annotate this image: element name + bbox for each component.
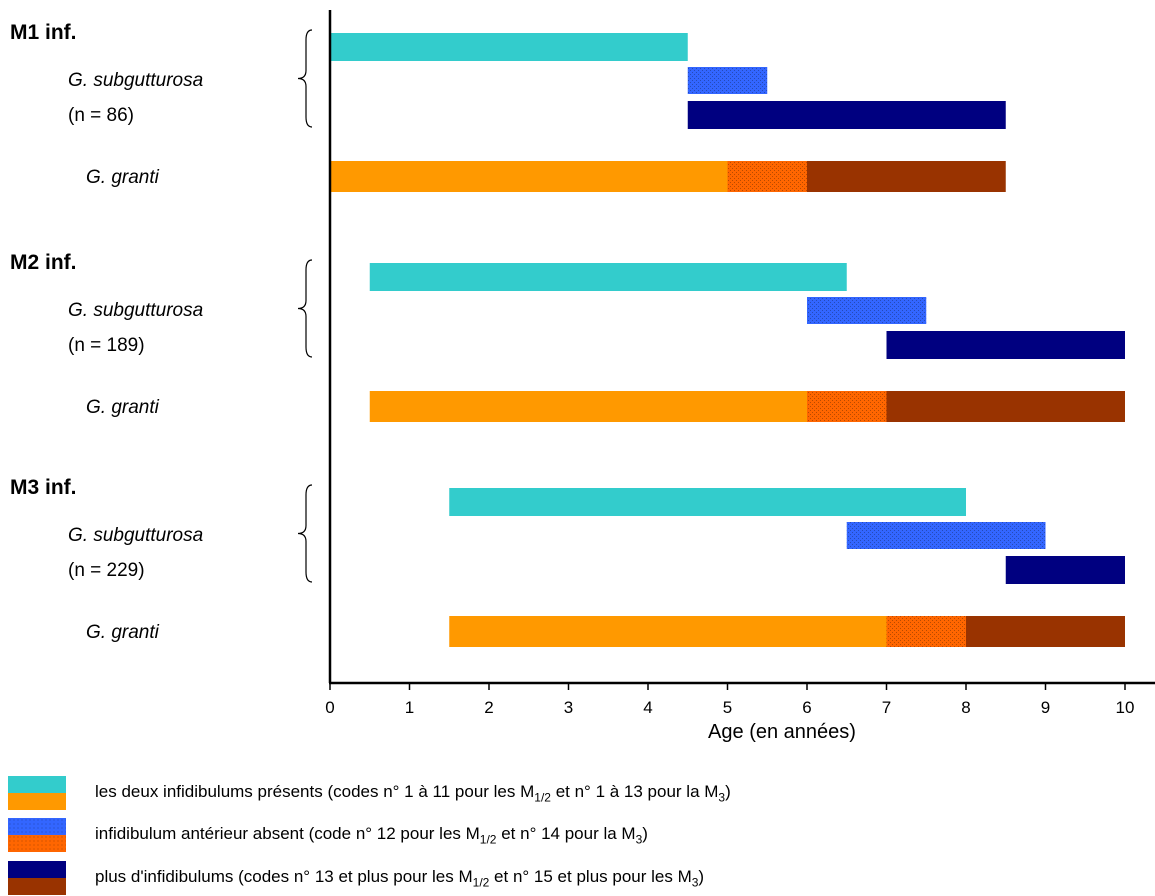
bar-g3-subgutturosa-stage3 (1005, 556, 1125, 584)
bar-g2-subgutturosa-stage3 (886, 331, 1125, 359)
count-label-1: (n = 86) (68, 105, 134, 126)
count-label-2: (n = 189) (68, 335, 145, 356)
bar-g2-granti-stage2-texture (807, 391, 887, 422)
legend-label-1: les deux infidibulums présents (codes n°… (95, 782, 731, 805)
age-range-chart: M1 inf. G. subgutturosa (n = 86) G. granti M… (10, 10, 1155, 743)
species-label-subgutturosa-3: G. subgutturosa (68, 525, 203, 546)
bar-g2-granti-stage3 (886, 391, 1125, 422)
x-tick-label-1: 1 (405, 698, 414, 717)
bar-g3-granti-stage2-texture (886, 616, 966, 647)
species-label-subgutturosa-2: G. subgutturosa (68, 300, 203, 321)
x-axis-title: Age (en années) (708, 721, 856, 743)
x-tick-label-6: 6 (802, 698, 811, 717)
x-tick-label-8: 8 (961, 698, 970, 717)
species-label-subgutturosa-1: G. subgutturosa (68, 70, 203, 91)
labels-layer: M1 inf. G. subgutturosa (n = 86) G. granti M… (10, 21, 313, 643)
legend-swatch-1 (8, 776, 66, 810)
bar-g3-granti-stage1 (449, 616, 887, 647)
bar-g2-subgutturosa-stage1 (369, 263, 847, 291)
x-tick-label-2: 2 (484, 698, 493, 717)
bar-g1-granti-stage3 (807, 161, 1006, 192)
legend-item-1: les deux infidibulums présents (codes n°… (0, 776, 1155, 810)
x-axis: 0 1 2 3 4 5 6 7 8 9 10 Age (en années) (325, 10, 1155, 743)
bar-g1-granti-stage1 (330, 161, 728, 192)
bar-g3-subgutturosa-stage2-texture (846, 522, 1046, 549)
brace-1 (297, 29, 313, 128)
bar-g2-subgutturosa-stage2-texture (807, 297, 927, 324)
legend-label-3: plus d'infidibulums (codes n° 13 et plus… (95, 867, 705, 890)
x-tick-label-3: 3 (564, 698, 573, 717)
group-title-2: M2 inf. (10, 251, 77, 274)
legend-swatch-3 (8, 861, 66, 895)
bar-g1-granti-stage2-texture (727, 161, 807, 192)
bar-g2-granti-stage1 (369, 391, 807, 422)
x-tick-label-4: 4 (643, 698, 652, 717)
bar-g1-subgutturosa-stage3 (687, 101, 1006, 129)
species-label-granti-3: G. granti (86, 622, 160, 643)
bar-g1-subgutturosa-stage2-texture (687, 67, 768, 94)
x-tick-label-9: 9 (1041, 698, 1050, 717)
legend-item-2: infidibulum antérieur absent (code n° 12… (0, 818, 1155, 852)
x-tick-label-0: 0 (325, 698, 334, 717)
bar-g1-subgutturosa-stage1 (330, 33, 688, 61)
legend-item-3: plus d'infidibulums (codes n° 13 et plus… (0, 861, 1155, 895)
x-tick-label-5: 5 (723, 698, 732, 717)
brace-3 (297, 484, 313, 583)
bars-layer (330, 33, 1125, 647)
brace-2 (297, 259, 313, 358)
count-label-3: (n = 229) (68, 560, 145, 581)
legend-label-2: infidibulum antérieur absent (code n° 12… (95, 824, 648, 847)
x-tick-label-10: 10 (1116, 698, 1135, 717)
x-tick-label-7: 7 (882, 698, 891, 717)
species-label-granti-1: G. granti (86, 167, 160, 188)
bar-g3-granti-stage3 (966, 616, 1125, 647)
bar-g3-subgutturosa-stage1 (449, 488, 966, 516)
species-label-granti-2: G. granti (86, 397, 160, 418)
group-title-1: M1 inf. (10, 21, 77, 44)
group-title-3: M3 inf. (10, 476, 77, 499)
legend-swatch-2 (8, 818, 66, 852)
